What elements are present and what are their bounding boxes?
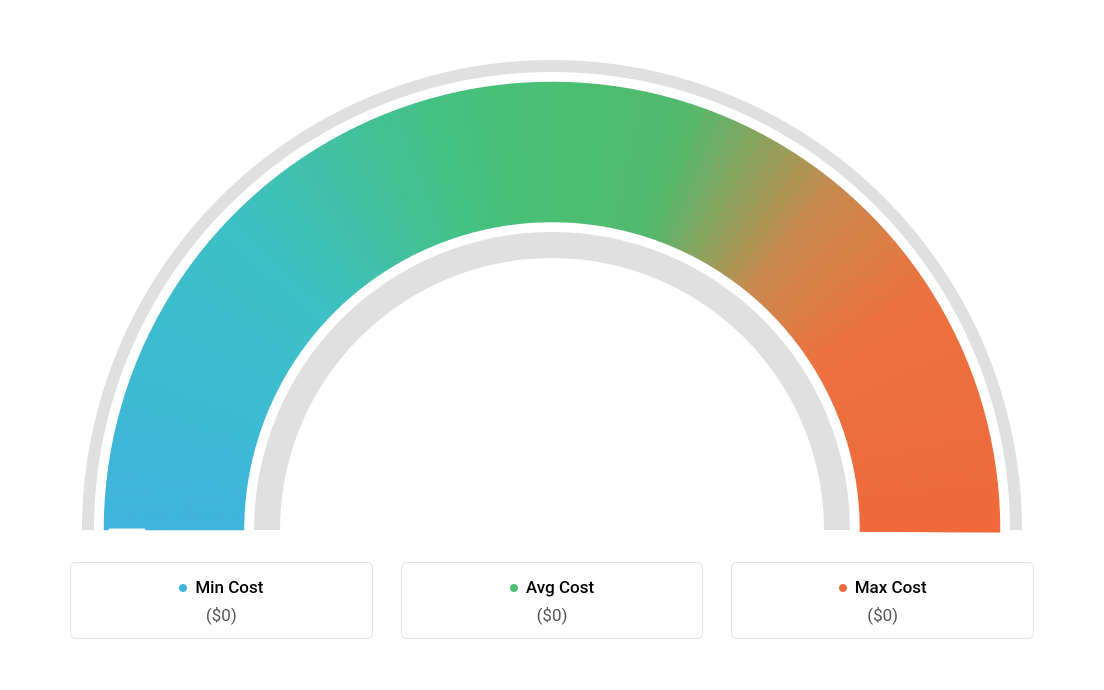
legend-label-min: Min Cost [195,578,263,598]
gauge-chart-container: Min Cost ($0) Avg Cost ($0) Max Cost ($0… [0,0,1104,690]
dot-icon [179,584,187,592]
dot-icon [839,584,847,592]
legend-label-max: Max Cost [855,578,927,598]
legend-title-max: Max Cost [839,578,927,598]
legend-title-avg: Avg Cost [510,578,594,598]
legend-label-avg: Avg Cost [526,578,594,598]
legend-value-min: ($0) [81,606,362,626]
legend-card-min: Min Cost ($0) [70,562,373,639]
legend-card-avg: Avg Cost ($0) [401,562,704,639]
legend-row: Min Cost ($0) Avg Cost ($0) Max Cost ($0… [70,562,1034,639]
legend-card-max: Max Cost ($0) [731,562,1034,639]
gauge-area [40,10,1064,550]
legend-value-avg: ($0) [412,606,693,626]
legend-title-min: Min Cost [179,578,263,598]
dot-icon [510,584,518,592]
legend-value-max: ($0) [742,606,1023,626]
gauge-svg [40,10,1064,570]
